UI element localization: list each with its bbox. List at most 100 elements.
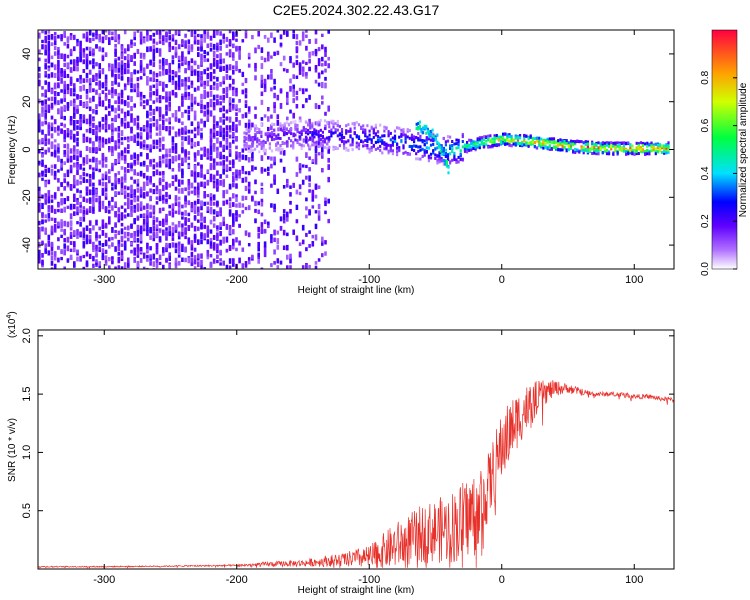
heatmap-cell <box>275 148 278 152</box>
heatmap-cell <box>181 98 184 103</box>
heatmap-cell <box>73 98 76 103</box>
heatmap-cell <box>92 175 95 180</box>
heatmap-cell <box>270 138 274 142</box>
heatmap-cell <box>262 144 265 148</box>
heatmap-cell <box>149 211 152 217</box>
heatmap-cell <box>197 77 200 83</box>
heatmap-cell <box>436 158 439 162</box>
heatmap-cell <box>133 189 136 195</box>
heatmap-cell <box>139 189 143 195</box>
heatmap-cell <box>73 241 76 247</box>
heatmap-cell <box>608 152 611 156</box>
heatmap-cell <box>120 243 124 247</box>
heatmap-cell <box>351 141 354 145</box>
heatmap-cell <box>209 245 213 249</box>
heatmap-cell <box>50 62 54 67</box>
heatmap-cell <box>60 89 63 93</box>
heatmap-cell <box>504 132 507 136</box>
heatmap-cell <box>177 79 181 86</box>
heatmap-cell <box>622 149 626 153</box>
heatmap-cell <box>225 164 229 171</box>
heatmap-cell <box>117 152 121 159</box>
heatmap-cell <box>557 139 560 143</box>
heatmap-cell <box>82 171 86 177</box>
heatmap-cell <box>319 138 322 141</box>
heatmap-cell <box>203 174 206 180</box>
heatmap-cell <box>146 254 149 259</box>
heatmap-cell <box>343 145 346 149</box>
heatmap-cell <box>60 99 63 104</box>
heatmap-cell <box>485 143 488 147</box>
heatmap-cell <box>665 151 668 155</box>
heatmap-cell <box>63 149 66 155</box>
heatmap-cell <box>300 143 303 147</box>
heatmap-cell <box>338 133 341 137</box>
heatmap-cell <box>415 144 418 148</box>
heatmap-cell <box>228 245 232 250</box>
heatmap-cell <box>244 195 248 201</box>
heatmap-cell <box>114 59 117 66</box>
heatmap-cell <box>540 142 543 146</box>
heatmap-cell <box>50 168 54 173</box>
heatmap-cell <box>225 264 229 269</box>
heatmap-cell <box>47 106 51 112</box>
heatmap-cell <box>343 146 346 150</box>
heatmap-cell <box>241 165 245 171</box>
heatmap-cell <box>38 249 41 255</box>
heatmap-cell <box>247 119 251 123</box>
heatmap-cell <box>225 109 229 114</box>
heatmap-cell <box>60 208 63 213</box>
heatmap-cell <box>149 204 152 210</box>
heatmap-cell <box>273 160 276 166</box>
heatmap-cell <box>470 138 473 142</box>
heatmap-cell <box>114 179 117 185</box>
heatmap-cell <box>82 50 86 56</box>
heatmap-cell <box>171 203 175 209</box>
heatmap-cell <box>324 111 327 116</box>
snr-x-label: Height of straight line (km) <box>298 585 415 596</box>
heatmap-cell <box>247 136 250 140</box>
heatmap-cell <box>53 51 57 56</box>
heatmap-cell <box>391 136 394 140</box>
heatmap-cell <box>413 144 416 148</box>
heatmap-cell <box>398 148 401 152</box>
heatmap-cell <box>104 259 108 263</box>
heatmap-cell <box>152 38 156 44</box>
heatmap-cell <box>108 137 111 144</box>
heatmap-cell <box>127 169 130 173</box>
heatmap-cell <box>646 144 649 148</box>
heatmap-cell <box>66 89 70 95</box>
heatmap-cell <box>104 222 108 229</box>
heatmap-cell <box>282 213 286 220</box>
heatmap-cell <box>270 163 273 169</box>
heatmap-cell <box>402 146 405 150</box>
heatmap-cell <box>139 207 143 212</box>
heatmap-cell <box>171 205 175 212</box>
heatmap-cell <box>216 260 219 264</box>
heatmap-cell <box>323 140 327 144</box>
heatmap-cell <box>63 161 66 166</box>
heatmap-cell <box>193 60 197 65</box>
heatmap-cell <box>502 132 505 136</box>
heatmap-cell <box>290 121 293 125</box>
heatmap-cell <box>130 223 133 229</box>
heatmap-cell <box>162 197 165 204</box>
heatmap-cell <box>203 153 206 157</box>
heatmap-cell <box>92 122 95 128</box>
heatmap-cell <box>238 202 241 208</box>
heatmap-cell <box>461 145 464 149</box>
heatmap-cell <box>495 143 498 147</box>
heatmap-cell <box>73 83 76 89</box>
heatmap-cell <box>108 31 111 36</box>
heatmap-cell <box>459 157 462 161</box>
heatmap-cell <box>308 189 311 193</box>
heatmap-cell <box>203 146 206 153</box>
heatmap-cell <box>190 93 194 100</box>
heatmap-cell <box>76 155 79 162</box>
heatmap-cell <box>235 124 238 128</box>
heatmap-cell <box>225 130 229 136</box>
heatmap-cell <box>345 148 348 152</box>
heatmap-cell <box>451 146 454 150</box>
heatmap-cell <box>63 115 66 121</box>
heatmap-cell <box>393 136 397 140</box>
